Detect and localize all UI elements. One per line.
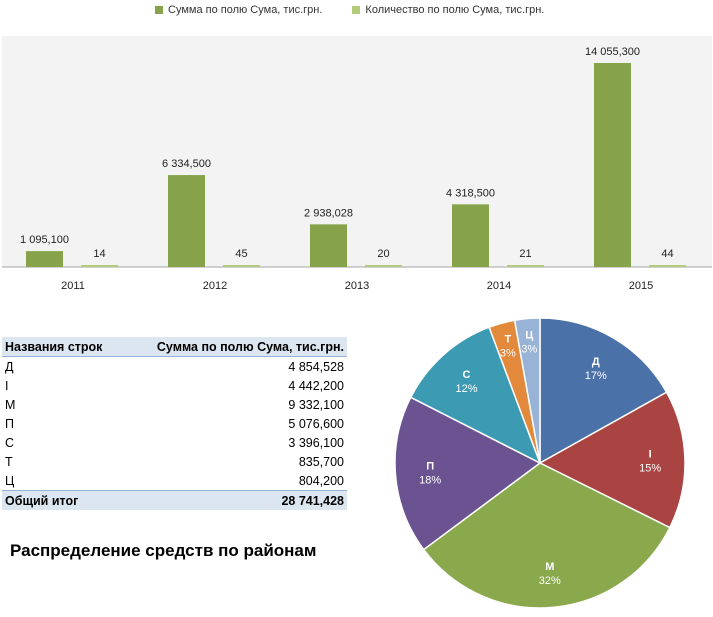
bar-count-2014 xyxy=(507,265,544,267)
table-row: Т 835,700 xyxy=(2,452,347,471)
table-row: І 4 442,200 xyxy=(2,376,347,395)
pie-slice-3 xyxy=(422,462,671,609)
x-tick-label-2015: 2015 xyxy=(629,280,653,292)
data-label-count-2014: 21 xyxy=(519,248,531,260)
pie-percent-4: 18% xyxy=(419,474,441,486)
pie-percent-5: 12% xyxy=(456,383,478,395)
table-row: Д 4 854,528 xyxy=(2,357,347,377)
pivot-total-value: 28 741,428 xyxy=(281,493,344,508)
x-tick-label-2014: 2014 xyxy=(487,280,511,292)
bar-count-2012 xyxy=(223,265,260,267)
x-tick-label-2012: 2012 xyxy=(203,280,227,292)
pie-label-2: І xyxy=(649,448,652,460)
bar-chart: Сумма по полю Сума, тис.грн. Количество … xyxy=(0,0,713,300)
legend-swatch-sum xyxy=(155,6,163,14)
table-row: Ц 804,200 xyxy=(2,471,347,491)
pivot-row-label: П xyxy=(5,416,14,431)
pie-slice-5 xyxy=(409,326,542,465)
plot-area xyxy=(2,36,712,267)
bar-sum-2011 xyxy=(26,251,63,267)
bar-count-2011 xyxy=(81,265,118,267)
pie-label-7: Ц xyxy=(525,330,533,342)
bar-sum-2013 xyxy=(310,224,347,267)
pivot-row-value: 4 442,200 xyxy=(288,378,344,393)
pie-chart-canvas: Д 17% І 15% М 32% П 18% С 12% Т 3% Ц 3% xyxy=(394,317,686,609)
pivot-row-value: 835,700 xyxy=(298,454,344,469)
bar-count-2015 xyxy=(649,265,686,267)
bar-sum-2014 xyxy=(452,204,489,267)
table-row: С 3 396,100 xyxy=(2,433,347,452)
pivot-row-label: Ц xyxy=(5,473,15,488)
pie-percent-6: 3% xyxy=(500,348,516,360)
pie-label-3: М xyxy=(545,561,554,573)
data-label-sum-2011: 1 095,100 xyxy=(20,234,69,246)
pie-slice-1 xyxy=(539,317,668,465)
x-tick-label-2013: 2013 xyxy=(345,280,369,292)
pivot-row-label: Д xyxy=(5,359,14,374)
table-row: П 5 076,600 xyxy=(2,414,347,433)
bar-sum-2015 xyxy=(594,63,631,267)
pivot-header-row: Названия строк Сумма по полю Сума, тис.г… xyxy=(2,337,347,357)
data-label-count-2015: 44 xyxy=(661,248,673,260)
pie-label-6: Т xyxy=(504,334,511,346)
pivot-row-label: Т xyxy=(5,454,13,469)
bar-chart-canvas: 1 095,100 14 2011 6 334,500 45 2012 2 938,028 2… xyxy=(2,36,712,292)
pie-label-1: Д xyxy=(592,356,600,368)
pivot-row-label: І xyxy=(5,378,9,393)
pie-percent-7: 3% xyxy=(521,344,537,356)
pie-percent-1: 17% xyxy=(585,370,607,382)
legend-item-sum: Сумма по полю Сума, тис.грн. xyxy=(155,4,322,16)
pie-chart: Д 17% І 15% М 32% П 18% С 12% Т 3% Ц 3% xyxy=(380,310,713,612)
legend-label-count: Количество по полю Сума, тис.грн. xyxy=(365,4,545,16)
chart-caption: Распределение средств по районам xyxy=(10,541,317,560)
pivot-header-sum: Сумма по полю Сума, тис.грн. xyxy=(156,339,344,354)
data-label-count-2013: 20 xyxy=(377,248,389,260)
pivot-table: Названия строк Сумма по полю Сума, тис.г… xyxy=(2,337,347,510)
pivot-row-value: 804,200 xyxy=(298,473,344,488)
data-label-count-2012: 45 xyxy=(235,248,247,260)
legend-label-sum: Сумма по полю Сума, тис.грн. xyxy=(168,4,323,16)
pivot-row-label: М xyxy=(5,397,16,412)
pivot-total-row: Общий итог 28 741,428 xyxy=(2,490,347,510)
pie-label-4: П xyxy=(426,460,434,472)
pivot-row-value: 4 854,528 xyxy=(288,359,344,374)
legend-item-count: Количество по полю Сума, тис.грн. xyxy=(352,4,544,16)
pivot-total-label: Общий итог xyxy=(5,493,79,508)
bar-count-2013 xyxy=(365,265,402,267)
pivot-row-label: С xyxy=(5,435,15,450)
legend-swatch-count xyxy=(352,6,361,14)
pie-label-5: С xyxy=(463,369,471,381)
pie-slice-7 xyxy=(513,317,541,464)
x-tick-label-2011: 2011 xyxy=(61,280,85,292)
pivot-row-value: 5 076,600 xyxy=(288,416,344,431)
data-label-sum-2015: 14 055,300 xyxy=(585,46,640,58)
pie-percent-3: 32% xyxy=(539,575,561,587)
data-label-count-2011: 14 xyxy=(93,248,105,260)
table-row: М 9 332,100 xyxy=(2,395,347,414)
data-label-sum-2012: 6 334,500 xyxy=(162,158,211,170)
pie-slice-2 xyxy=(538,391,686,529)
bar-legend: Сумма по полю Сума, тис.грн. Количество … xyxy=(155,2,574,18)
pivot-row-value: 9 332,100 xyxy=(288,397,344,412)
pivot-row-value: 3 396,100 xyxy=(288,435,344,450)
data-label-sum-2013: 2 938,028 xyxy=(304,207,353,219)
data-label-sum-2014: 4 318,500 xyxy=(446,187,495,199)
pie-slice-4 xyxy=(394,396,542,551)
bar-sum-2012 xyxy=(168,175,205,267)
pivot-header-rows: Названия строк xyxy=(5,339,103,354)
pie-percent-2: 15% xyxy=(639,462,661,474)
